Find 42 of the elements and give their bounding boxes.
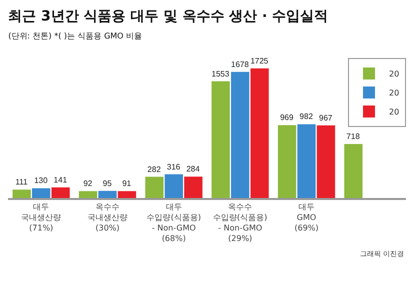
data-label: 130: [34, 176, 48, 186]
chart-subtitle: (단위: 천톤) *( )는 식품용 GMO 비율: [8, 32, 142, 40]
data-label: 316: [166, 162, 181, 172]
data-label: 1725: [250, 56, 269, 66]
data-label: 141: [54, 175, 68, 184]
bar: [32, 188, 50, 198]
data-label: 91: [122, 179, 132, 188]
data-label: 982: [300, 112, 314, 122]
data-label: 282: [147, 164, 162, 174]
legend-label: 20: [389, 70, 400, 79]
data-label: 284: [186, 164, 200, 174]
bar: [231, 72, 250, 198]
x-tick-label: 대두 GMO (69%): [294, 202, 319, 232]
x-tick-label: 대두 수입량(식품용) - Non-GMO (68%): [146, 202, 201, 243]
data-label: 95: [102, 178, 112, 188]
data-label: 1553: [212, 69, 230, 78]
data-label: 969: [280, 113, 294, 122]
bar: [344, 144, 363, 198]
chart-title: 최근 3년간 식품용 대두 및 옥수수 생산 · 수입실적: [8, 8, 328, 24]
bar: [250, 68, 269, 198]
bar: [78, 191, 98, 198]
x-tick-label: 대두 국내생산량 (71%): [21, 202, 62, 232]
data-label: 1678: [230, 60, 250, 69]
bar: [51, 187, 70, 198]
bar: [145, 176, 164, 198]
data-label: 718: [346, 132, 360, 142]
legend-label: 20: [389, 108, 400, 117]
x-tick-label: 옥수수 국내생산량 (30%): [88, 202, 128, 232]
bar: [118, 191, 136, 198]
bar: [278, 125, 296, 198]
data-label: 967: [319, 113, 333, 122]
bar: [184, 176, 202, 198]
legend-label: 20: [389, 88, 400, 98]
x-tick-label: 옥수수 수입량(식품용) - Non-GMO (29%): [213, 202, 268, 243]
bar: [297, 124, 316, 198]
bar: [12, 190, 31, 198]
bar: [316, 125, 336, 198]
data-label: 111: [15, 178, 28, 187]
bar: [212, 81, 230, 198]
data-label: 92: [83, 179, 93, 188]
bar: [164, 174, 183, 198]
bar: [98, 190, 117, 198]
